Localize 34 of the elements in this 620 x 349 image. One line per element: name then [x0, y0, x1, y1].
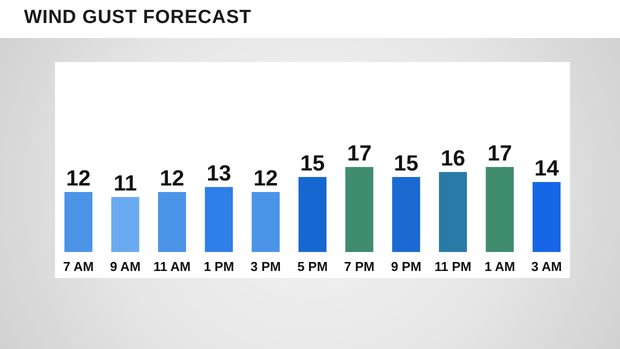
data-label: 16: [440, 146, 466, 170]
data-label: 12: [160, 166, 184, 190]
bar: [532, 182, 561, 252]
x-tick-label: 5 PM: [297, 259, 328, 274]
bar: [345, 167, 374, 252]
x-tick-label: 11 PM: [434, 259, 472, 274]
x-tick-label: 3 AM: [531, 259, 562, 274]
bar: [111, 197, 140, 252]
x-tick-label: 9 PM: [390, 259, 422, 274]
bar: [298, 177, 326, 252]
x-tick-label: 1 AM: [484, 259, 516, 274]
x-tick-label: 7 AM: [63, 259, 94, 274]
bar: [158, 192, 186, 252]
bar: [438, 172, 467, 252]
x-tick-label: 11 AM: [154, 259, 191, 274]
data-label: 12: [66, 166, 91, 190]
data-label: 14: [534, 156, 560, 180]
bar: [204, 187, 233, 252]
data-label: 17: [347, 140, 372, 166]
chart-title: WIND GUST FORECAST: [24, 7, 252, 29]
data-label: 13: [206, 160, 232, 186]
bar: [486, 167, 514, 252]
data-label: 15: [394, 150, 418, 176]
data-label: 17: [488, 140, 512, 166]
data-label: 15: [300, 150, 325, 176]
x-tick-label: 1 PM: [204, 259, 234, 274]
data-label: 11: [114, 170, 137, 196]
bar: [252, 192, 280, 252]
x-tick-label: 7 PM: [344, 259, 374, 274]
bar: [392, 177, 420, 252]
x-tick-label: 9 AM: [110, 259, 141, 274]
x-tick-label: 3 PM: [250, 259, 281, 274]
data-label: 12: [253, 166, 278, 190]
bar: [64, 192, 92, 252]
